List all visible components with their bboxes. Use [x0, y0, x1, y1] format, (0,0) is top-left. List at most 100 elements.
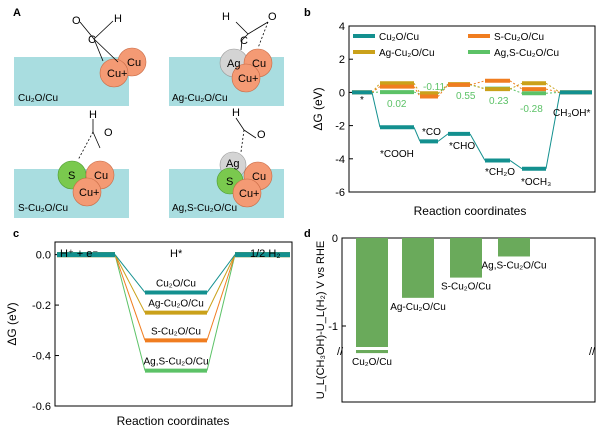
connector: [114, 254, 146, 313]
series-label: Cu₂O/Cu: [156, 278, 196, 289]
connector: [469, 133, 486, 161]
series-label: S-Cu₂O/Cu: [151, 326, 201, 337]
atom-c: C: [240, 35, 248, 47]
bar: [450, 238, 482, 278]
bar: [402, 238, 434, 298]
atom-h: H: [114, 13, 122, 25]
y-tick-label: -4: [335, 154, 345, 166]
connector: [469, 80, 486, 86]
panel-a-label: A: [13, 7, 21, 19]
atom-c: C: [88, 34, 96, 46]
y-tick-label: 0: [332, 233, 338, 245]
plot-frame: [54, 241, 293, 407]
y-tick-label: 0: [339, 87, 345, 99]
level-label: *: [360, 95, 364, 106]
atom-o: O: [257, 129, 266, 141]
legend-entry: Ag,S-Cu₂O/Cu: [494, 48, 559, 59]
model-name: S-Cu₂O/Cu: [18, 203, 68, 214]
atom-label-ag: Ag: [226, 158, 239, 170]
bar: [356, 238, 388, 354]
y-tick-label: -0.2: [32, 300, 51, 312]
atom-label-cu: Cu: [252, 171, 266, 183]
y-tick-label: 4: [339, 21, 345, 33]
connector: [509, 160, 523, 170]
atom-label-cu: Cu: [127, 57, 141, 69]
connector: [114, 254, 146, 341]
atom-label-cu-plus: Cu+: [239, 188, 260, 200]
plot-frame: [348, 25, 596, 193]
level-label: *CH₂O: [485, 167, 515, 178]
connector: [206, 254, 236, 293]
level-label: *OCH₃: [521, 177, 551, 188]
model-name: Ag,S-Cu₂O/Cu: [172, 203, 237, 214]
bar-label: Ag,S-Cu₂O/Cu: [481, 260, 546, 271]
connector: [509, 88, 523, 94]
legend: Cu₂O/Cu S-Cu₂O/Cu Ag-Cu₂O/Cu Ag,S-Cu₂O/Cu: [353, 32, 559, 59]
model-name: Ag-Cu₂O/Cu: [172, 93, 228, 104]
atom-o: O: [104, 127, 113, 139]
state-label-mid: H*: [170, 248, 183, 260]
panel-d-label: d: [304, 228, 311, 240]
panel-b-chart: b -6 -4 -2 0 2 4 Cu₂O/Cu S-Cu₂O/Cu Ag-Cu₂O/Cu Ag…: [304, 7, 596, 218]
series-0: Cu₂O/Cu: [57, 252, 290, 295]
connector: [509, 80, 523, 90]
connector: [413, 127, 421, 142]
panel-a-models: A Cu Cu+ O C H Cu₂O/Cu Ag Cu C: [13, 7, 284, 218]
value-label: -0.28: [520, 104, 543, 115]
value-label: 0.55: [456, 91, 476, 102]
atom-label-cu: Cu: [94, 170, 108, 182]
atom-o: O: [72, 15, 81, 27]
model-ags-cu2o: Ag S Cu Cu+ H O Ag,S-Cu₂O/Cu: [172, 107, 273, 214]
y-axis-label: ΔG (eV): [5, 302, 19, 345]
level-label: *COOH: [380, 149, 414, 160]
atom-label-cu-plus: Cu+: [238, 73, 259, 85]
connector: [413, 83, 421, 94]
level-label: *CHO: [449, 141, 475, 152]
y-tick-label: 0.0: [36, 250, 51, 262]
panel-b-label: b: [304, 7, 311, 19]
bar-label: S-Cu₂O/Cu: [441, 282, 491, 293]
atom-label-cu: Cu: [252, 58, 266, 70]
cu-plus-atom: [72, 177, 102, 207]
atom-label-cu-plus: Cu+: [107, 68, 128, 80]
state-label-right: 1/2 H₂: [250, 248, 281, 260]
y-tick-label: -2: [335, 121, 345, 133]
model-name: Cu₂O/Cu: [18, 93, 58, 104]
connector: [469, 83, 486, 90]
value-label: 0.23: [489, 96, 509, 107]
y-axis-label: U_L(CH₃OH)-U_L(H₂) V vs RHE: [315, 241, 327, 400]
connector: [545, 82, 561, 93]
bar: [498, 238, 530, 257]
connector: [437, 84, 449, 97]
y-tick-label: -1: [328, 321, 338, 333]
y-tick-label: -0.4: [32, 351, 51, 363]
model-cu2o: Cu Cu+ O C H Cu₂O/Cu: [18, 13, 147, 104]
series-2: S-Cu₂O/Cu: [57, 252, 290, 343]
atom-label-ag: Ag: [227, 58, 240, 70]
atom-h: H: [222, 11, 230, 23]
connector: [114, 254, 146, 371]
connector: [206, 254, 236, 313]
connector: [206, 254, 236, 371]
legend-entry: S-Cu₂O/Cu: [494, 32, 544, 43]
bar-break: [355, 347, 389, 350]
bar-label: Cu₂O/Cu: [352, 357, 392, 368]
panel-d-chart: d 0 -1 // // Cu₂O/Cu Ag-Cu₂O/Cu S-Cu₂O/Cu Ag,S…: [304, 228, 596, 403]
connector: [545, 91, 561, 94]
panel-c-label: c: [13, 228, 19, 240]
cu-plus-atom: [231, 63, 261, 93]
value-label: -0.11: [423, 82, 445, 93]
atom-label-cu-plus: Cu+: [79, 187, 100, 199]
connector: [437, 133, 449, 142]
y-tick-label: 2: [339, 54, 345, 66]
axis-break-right: //: [589, 346, 596, 358]
connector: [371, 86, 381, 93]
atom-o: O: [268, 11, 277, 23]
level-label: CH₃OH*: [553, 108, 591, 119]
y-tick-label: -6: [335, 187, 345, 199]
cu-plus-atom: [99, 58, 129, 88]
legend-entry: Ag-Cu₂O/Cu: [379, 48, 435, 59]
level-label: *CO: [422, 127, 441, 138]
state-label-left: H⁺ + e⁻: [60, 248, 98, 260]
